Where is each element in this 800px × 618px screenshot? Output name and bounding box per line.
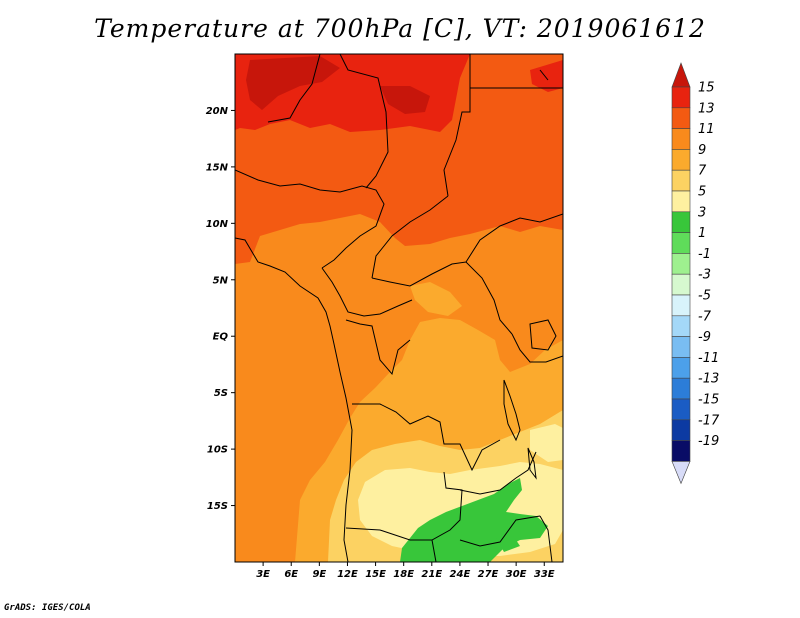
lon-tick-label: 27E: [478, 569, 499, 580]
colorbar-swatch: [671, 253, 691, 275]
border-niger-north: [267, 54, 321, 123]
west-coastline: [235, 237, 353, 562]
colorbar-swatch: [671, 86, 691, 109]
colorbar-swatch: [671, 315, 691, 337]
border-zimbabwe: [459, 515, 541, 547]
lat-tick-label: 5S: [214, 388, 228, 399]
colorbar-label: -5: [698, 289, 711, 304]
colorbar-swatch: [671, 398, 691, 421]
colorbar-label: -1: [698, 247, 711, 262]
border-congo: [345, 319, 411, 376]
border-nigeria-cameroon: [321, 267, 413, 317]
lat-tick-label: 10N: [206, 219, 229, 230]
border-angola-namibia: [345, 471, 463, 541]
lon-tick-label: 24E: [450, 569, 471, 580]
lon-tick-label: 21E: [421, 569, 442, 580]
lon-tick-label: 3E: [256, 569, 270, 580]
lake-tanganyika: [503, 379, 521, 442]
lon-tick-label: 33E: [534, 569, 555, 580]
colorbar-top-arrow: [671, 62, 691, 88]
colorbar-swatch: [671, 169, 691, 192]
colorbar-label: 9: [698, 143, 706, 158]
colorbar-label: -15: [698, 393, 719, 408]
border-sahel: [235, 169, 385, 269]
colorbar-label: 11: [698, 122, 715, 137]
band-7-north: [410, 282, 462, 316]
colorbar-swatch: [671, 149, 691, 171]
lat-tick-label: 20N: [206, 106, 229, 117]
band-15-west: [246, 56, 340, 110]
colorbar-swatch: [671, 190, 691, 213]
lon-tick-label: 18E: [393, 569, 414, 580]
temperature-field: [235, 54, 563, 562]
border-east-africa: [511, 333, 563, 363]
colorbar-swatch: [671, 377, 691, 400]
border-chad-sudan: [371, 195, 449, 279]
lon-tick-label: 15E: [365, 569, 386, 580]
lon-tick-label: 30E: [506, 569, 527, 580]
country-borders: [235, 54, 563, 562]
colorbar-swatch: [671, 273, 691, 296]
colorbar-label: -7: [698, 309, 712, 324]
border-egypt-sudan: [443, 54, 471, 197]
lat-tick-label: 15N: [206, 162, 229, 173]
colorbar-swatch: [671, 294, 691, 317]
colorbar-label: -19: [698, 434, 719, 449]
border-car: [371, 261, 513, 335]
colorbar-swatch: [671, 128, 691, 150]
lake-malawi: [527, 447, 537, 480]
border-mozambique: [539, 515, 553, 562]
border-drc-angola: [352, 403, 501, 472]
colorbar-label: -17: [698, 413, 720, 428]
colorbar-label: -11: [698, 351, 719, 366]
colorbar-label: -9: [698, 330, 711, 345]
lat-tick-label: 5N: [213, 275, 229, 286]
lat-tick-label: EQ: [213, 332, 229, 343]
colorbar-swatch: [671, 211, 691, 233]
colorbar-swatch: [671, 357, 691, 379]
colorbar-label: 5: [698, 185, 706, 200]
colorbar-label: 7: [698, 164, 707, 179]
lon-tick-label: 6E: [284, 569, 298, 580]
colorbar-swatch: [671, 419, 691, 441]
colorbar-label: 3: [698, 205, 706, 220]
colorbar-swatch: [671, 440, 691, 462]
map-frame: [234, 53, 564, 563]
colorbar-swatch: [671, 107, 691, 129]
lake-victoria: [529, 319, 557, 351]
colorbar-label: -3: [698, 268, 711, 283]
map-title: Temperature at 700hPa [C], VT: 201906161…: [94, 14, 706, 43]
colorbar-label: 15: [698, 81, 715, 96]
band-3-east: [530, 424, 563, 462]
longitude-axis: 3E 6E 9E 12E 15E 18E 21E 24E 27E 30E 33E: [256, 562, 555, 580]
lat-tick-label: 15S: [207, 501, 228, 512]
colorbar-label: 1: [698, 226, 706, 241]
colorbar-swatch: [671, 232, 691, 254]
border-south-sudan: [465, 213, 563, 263]
colorbar-bottom-arrow: [671, 461, 691, 485]
latitude-axis: 20N 15N 10N 5N EQ 5S 10S 15S: [206, 106, 235, 512]
border-libya-chad: [339, 54, 389, 189]
lon-tick-label: 12E: [337, 569, 358, 580]
nile-lake-north: [539, 69, 549, 81]
colorbar-label: 13: [698, 101, 715, 116]
lat-tick-label: 10S: [207, 445, 228, 456]
colorbar-swatch: [671, 336, 691, 358]
colorbar: 15 13 11 9 7 5 3 1 -1 -3 -5 -7 -9 -11 -13 -15 -17 -19: [671, 62, 720, 485]
grads-credit: GrADS: IGES/COLA: [4, 603, 91, 613]
band-15-east: [380, 86, 430, 114]
lon-tick-label: 9E: [312, 569, 326, 580]
band-13-east: [530, 60, 563, 92]
colorbar-label: -13: [698, 372, 719, 387]
border-botswana: [431, 539, 437, 562]
